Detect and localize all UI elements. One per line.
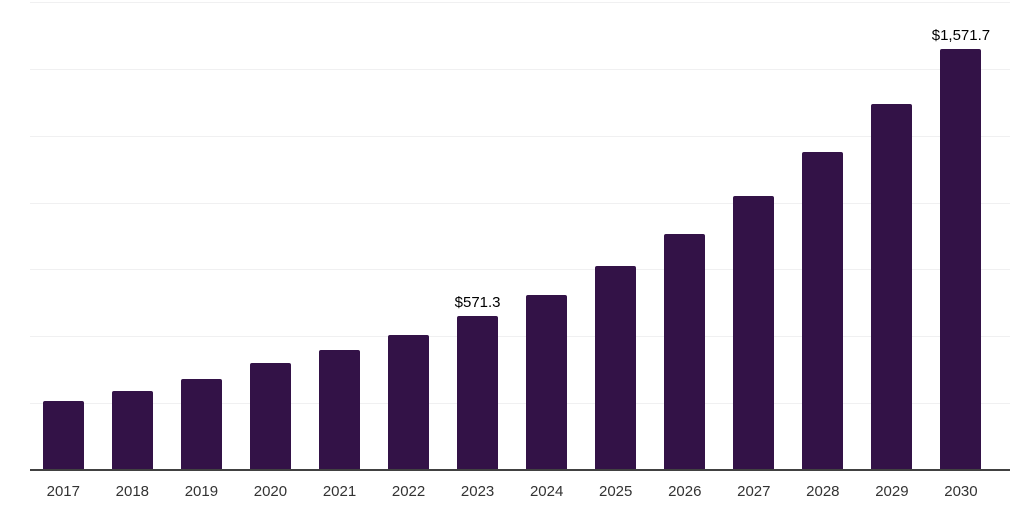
bar-2028 — [802, 152, 844, 469]
gridline-500 — [30, 336, 1010, 338]
x-tick-2028: 2028 — [806, 483, 840, 500]
bar-2017 — [42, 400, 84, 469]
x-tick-2023: 2023 — [460, 483, 495, 500]
bar-2026 — [664, 233, 706, 469]
x-tick-2018: 2018 — [115, 483, 150, 500]
bar-2027 — [733, 196, 775, 469]
plot-area: $571.3 $1,571.7 — [30, 2, 1010, 471]
bar-2018 — [111, 391, 153, 469]
bar-2021 — [319, 350, 360, 469]
gridline-1250 — [30, 135, 1010, 137]
gridline-1750 — [30, 2, 1010, 3]
bar-2022 — [388, 335, 430, 469]
gridline-1500 — [30, 68, 1010, 70]
x-axis-line — [30, 469, 1010, 471]
bar-2020 — [249, 363, 291, 469]
bar-2030 — [940, 48, 982, 469]
gridline-1000 — [30, 202, 1010, 204]
bar-2025 — [595, 265, 637, 469]
x-tick-2030: 2030 — [944, 483, 978, 500]
data-label-2023: $571.3 — [454, 294, 501, 312]
bar-2029 — [871, 103, 913, 469]
bar-2019 — [180, 379, 222, 469]
x-tick-2025: 2025 — [599, 483, 633, 500]
data-label-2030: $1,571.7 — [931, 26, 991, 44]
x-tick-2024: 2024 — [529, 483, 564, 500]
x-tick-2020: 2020 — [253, 483, 288, 500]
bar-2023 — [457, 316, 499, 469]
gridline-250 — [30, 403, 1010, 405]
x-tick-2021: 2021 — [322, 483, 357, 500]
x-tick-2022: 2022 — [391, 483, 426, 500]
x-tick-2026: 2026 — [668, 483, 702, 500]
x-tick-2029: 2029 — [875, 483, 909, 500]
bar-2024 — [526, 295, 568, 469]
x-tick-2027: 2027 — [737, 483, 771, 500]
x-tick-2019: 2019 — [184, 483, 219, 500]
gridline-750 — [30, 269, 1010, 271]
x-tick-2017: 2017 — [46, 483, 80, 500]
